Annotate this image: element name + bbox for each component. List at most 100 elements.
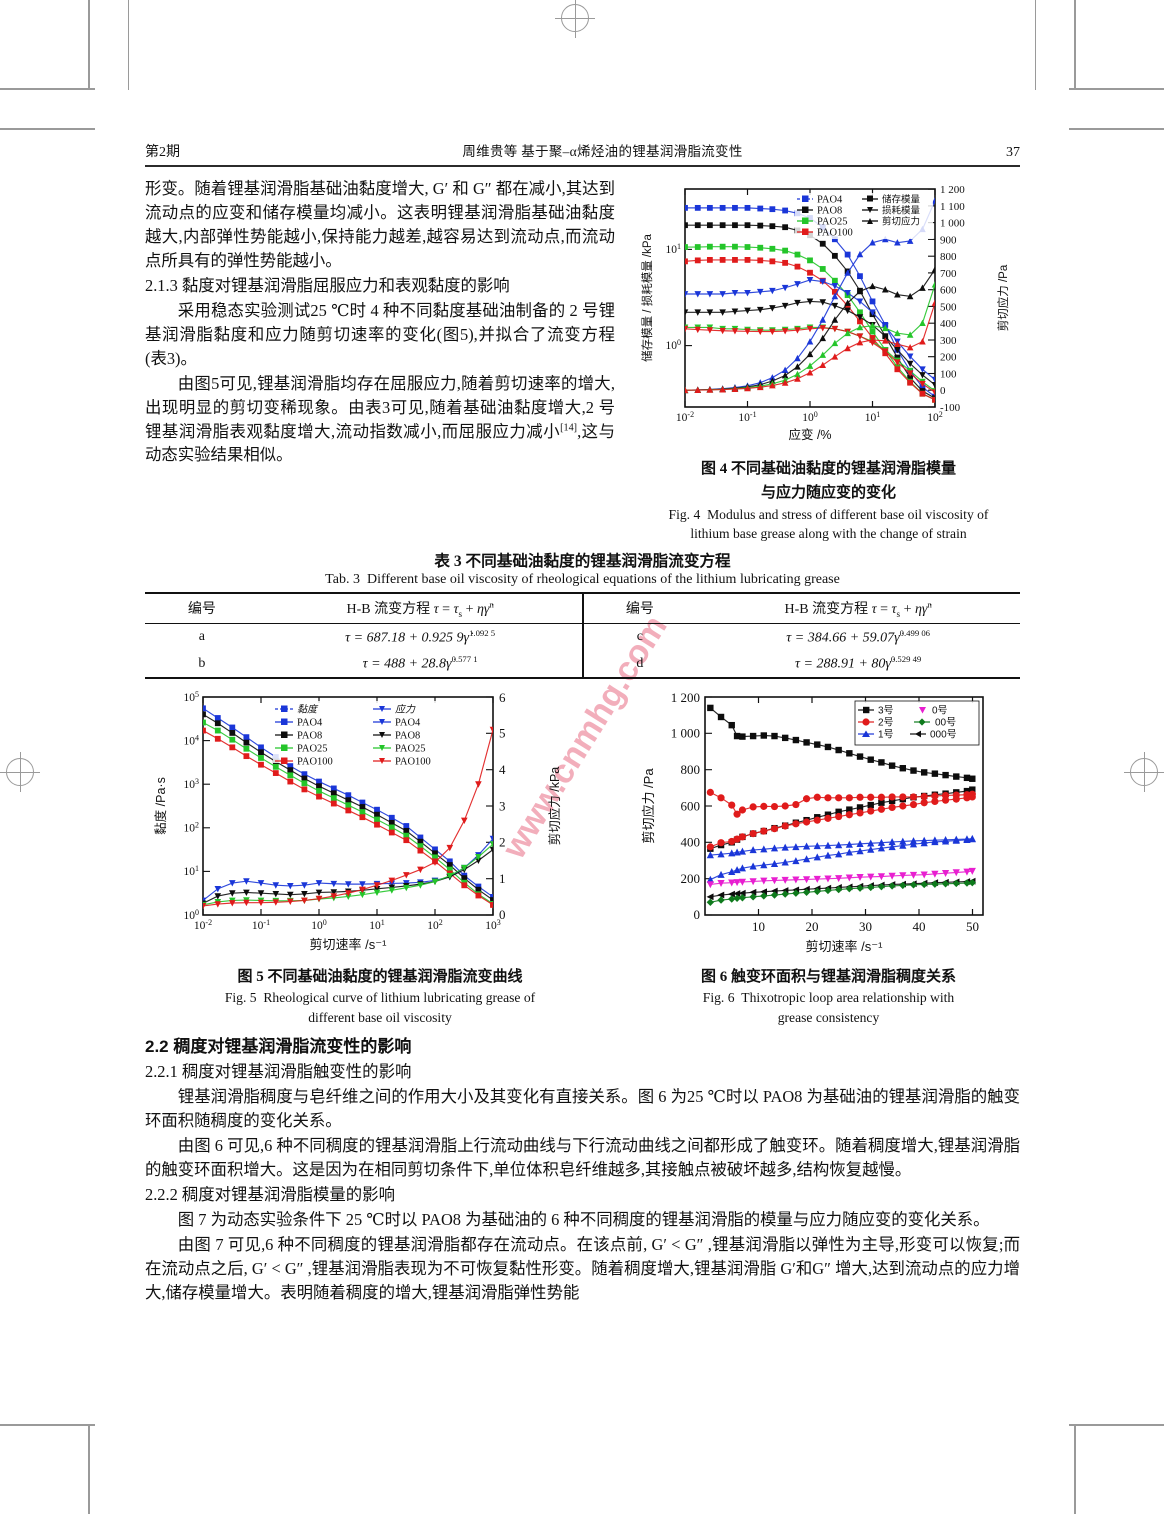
cell-eq-d: τ = 288.91 + 80γ̇0.529 49 — [696, 650, 1020, 678]
cell-eq-c-base: τ = 384.66 + 59.07γ̇ — [786, 630, 900, 646]
svg-text:200: 200 — [681, 871, 701, 886]
svg-text:900: 900 — [940, 234, 957, 246]
cell-eq-c-exp: 0.499 06 — [899, 627, 931, 638]
svg-text:0: 0 — [499, 907, 506, 922]
svg-text:10-2: 10-2 — [676, 410, 694, 424]
crop-mark-tl-v — [88, 0, 90, 90]
cell-eq-a-exp: 1.092 5 — [469, 627, 496, 638]
heading-2-2: 2.2 稠度对锂基润滑脂流变性的影响 — [145, 1036, 412, 1056]
figure-6-legend: 3号 2号 1号 0号 00号 000号 — [854, 700, 980, 746]
crop-mark-tr-h — [1069, 88, 1164, 90]
running-head: 第2期 周维贵等 基于聚–α烯烃油的锂基润滑脂流变性 37 — [145, 140, 1020, 165]
svg-text:200: 200 — [940, 352, 957, 364]
figure-6-block: 10 20 30 40 50 0 200 400 600 800 1 000 1 200 剪切… — [637, 685, 1020, 1027]
crop-mark-bl-h — [0, 1424, 95, 1426]
paragraph-222a: 由图 6 可见,6 种不同稠度的锂基润滑脂上行流动曲线与下行流动曲线之间都形成了… — [145, 1136, 1020, 1180]
svg-text:20: 20 — [806, 919, 819, 934]
svg-text:储存模量: 储存模量 — [882, 194, 921, 206]
svg-text:500: 500 — [940, 301, 957, 313]
svg-text:PAO4: PAO4 — [297, 717, 323, 728]
figure-5-caption-en-2: different base oil viscosity — [308, 1009, 452, 1025]
svg-text:50: 50 — [966, 919, 979, 934]
figure-4-caption-cn-2: 与应力随应变的变化 — [760, 485, 896, 502]
crop-mark-tl-v2 — [128, 0, 129, 90]
svg-text:10: 10 — [752, 919, 765, 934]
figure-4-xlabel: 应变 /% — [788, 427, 831, 442]
crop-mark-br-v — [1074, 1424, 1076, 1514]
svg-text:101: 101 — [865, 410, 881, 424]
figure-5-ylabel-left: 黏度 /Pa·s — [153, 777, 168, 835]
two-column-area: 形变。随着锂基润滑脂基础油黏度增大, G′ 和 G″ 都在减小,其达到流动点的应… — [145, 177, 1020, 543]
figure-5-ylabel-right: 剪切应力 /kPa — [547, 767, 562, 846]
svg-text:100: 100 — [802, 410, 818, 424]
cell-eq-d-exp: 0.529 49 — [890, 654, 922, 665]
figure-5-legend: 黏度 PAO4 PAO8 PAO25 PAO100 应力 PAO4 PAO8 P… — [273, 700, 473, 767]
svg-text:103: 103 — [184, 777, 200, 791]
svg-text:应力: 应力 — [395, 703, 416, 715]
bottom-text: 2.2 稠度对锂基润滑脂流变性的影响 2.2.1 稠度对锂基润滑脂触变性的影响 … — [145, 1035, 1020, 1305]
crop-mark-tl-h2 — [0, 128, 95, 130]
running-title: 周维贵等 基于聚–α烯烃油的锂基润滑脂流变性 — [462, 144, 743, 159]
paragraph-221: 锂基润滑脂稠度与皂纤维之间的作用大小及其变化有直接关系。图 6 为25 ℃时以 … — [145, 1087, 1020, 1131]
svg-text:PAO4: PAO4 — [817, 195, 843, 206]
cell-eq-a: τ = 687.18 + 0.925 9γ̇1.092 5 — [259, 623, 583, 650]
figure-4-caption-cn-1: 图 4 不同基础油黏度的锂基润滑脂模量 — [700, 461, 956, 477]
cell-id-a: a — [198, 628, 205, 644]
svg-text:102: 102 — [184, 820, 200, 834]
svg-text:0: 0 — [940, 385, 946, 397]
left-column: 形变。随着锂基润滑脂基础油黏度增大, G′ 和 G″ 都在减小,其达到流动点的应… — [145, 177, 615, 543]
svg-text:102: 102 — [427, 918, 443, 932]
svg-text:剪切应力: 剪切应力 — [882, 216, 920, 228]
cell-eq-b: τ = 488 + 28.8γ̇0.577 1 — [259, 650, 583, 678]
svg-text:2: 2 — [499, 834, 506, 849]
svg-text:40: 40 — [913, 919, 926, 934]
figure-4-legend: PAO4 PAO8 PAO25 PAO100 储存模量 损耗模量 剪切应力 — [795, 193, 933, 239]
figure-5-en-tag: Fig. 5 — [224, 990, 257, 1006]
svg-text:101: 101 — [184, 864, 200, 878]
paragraph-222c: 由图 7 可见,6 种不同稠度的锂基润滑脂都存在流动点。在该点前, G′ < G… — [145, 1235, 1020, 1302]
svg-text:104: 104 — [184, 733, 200, 747]
figure-5-en-text-1: Rheological curve of lithium lubricating… — [263, 990, 536, 1006]
svg-text:1 000: 1 000 — [940, 218, 965, 230]
figure-4-caption-en-1: Fig. 4 Modulus and stress of different b… — [637, 506, 1020, 524]
svg-text:700: 700 — [940, 268, 957, 280]
crop-mark-br-h — [1069, 1424, 1164, 1426]
cell-eq-b-exp: 0.577 1 — [451, 654, 478, 665]
page-content: 第2期 周维贵等 基于聚–α烯烃油的锂基润滑脂流变性 37 形变。随着锂基润滑脂… — [145, 140, 1020, 1306]
paragraph-222b: 图 7 为动态实验条件下 25 ℃时以 PAO8 为基础油的 6 种不同稠度的锂… — [177, 1210, 990, 1230]
paragraph-2: 采用稳态实验测试25 ℃时 4 种不同黏度基础油制备的 2 号锂基润滑脂黏度和应… — [145, 300, 615, 368]
svg-text:0: 0 — [694, 907, 701, 922]
crop-mark-tl-h — [0, 88, 95, 90]
figure-6-xlabel: 剪切速率 /s⁻¹ — [806, 939, 884, 954]
figure-6-en-tag: Fig. 6 — [702, 990, 735, 1006]
svg-text:PAO25: PAO25 — [817, 217, 848, 228]
svg-text:1 200: 1 200 — [940, 184, 965, 196]
svg-text:30: 30 — [859, 919, 872, 934]
figure-4: 10-2 10-1 100 101 102 100 101 — [637, 177, 1020, 543]
figure-6-chart: 10 20 30 40 50 0 200 400 600 800 1 000 1 200 剪切… — [641, 690, 984, 954]
svg-text:PAO25: PAO25 — [297, 743, 328, 754]
svg-text:6: 6 — [499, 690, 506, 705]
svg-text:600: 600 — [940, 285, 957, 297]
svg-text:1 000: 1 000 — [671, 725, 700, 740]
svg-text:3: 3 — [499, 798, 506, 813]
svg-text:105: 105 — [184, 690, 200, 704]
svg-text:1号: 1号 — [878, 728, 894, 740]
svg-text:损耗模量: 损耗模量 — [882, 205, 921, 217]
citation-14: [14] — [560, 422, 578, 434]
paragraph-3-a: 由图5可见,锂基润滑脂均存在屈服应力,随着剪切速率的增大,出现明显的剪切变稀现象… — [145, 373, 615, 441]
figure-4-chart: 10-2 10-1 100 101 102 100 101 — [640, 184, 1010, 442]
figure-4-ylabel-left: 储存模量 / 损耗模量 /kPa — [640, 234, 654, 362]
registration-mark-right — [1124, 752, 1164, 792]
svg-text:1: 1 — [499, 871, 506, 886]
svg-text:800: 800 — [940, 251, 957, 263]
svg-text:100: 100 — [311, 918, 327, 932]
svg-text:PAO100: PAO100 — [817, 228, 853, 239]
cell-eq-c: τ = 384.66 + 59.07γ̇0.499 06 — [696, 623, 1020, 650]
svg-text:PAO8: PAO8 — [817, 206, 842, 217]
svg-text:101: 101 — [666, 242, 682, 256]
table-row-header: 编号 H-B 流变方程 τ = τs + ηγ̇n 编号 H-B 流变方程 τ … — [145, 592, 1020, 624]
figure-6-caption-en-1: Fig. 6 Thixotropic loop area relationshi… — [637, 989, 1020, 1007]
cell-id-c: c — [581, 623, 697, 651]
table-3-en-tag: Tab. 3 — [325, 571, 360, 587]
